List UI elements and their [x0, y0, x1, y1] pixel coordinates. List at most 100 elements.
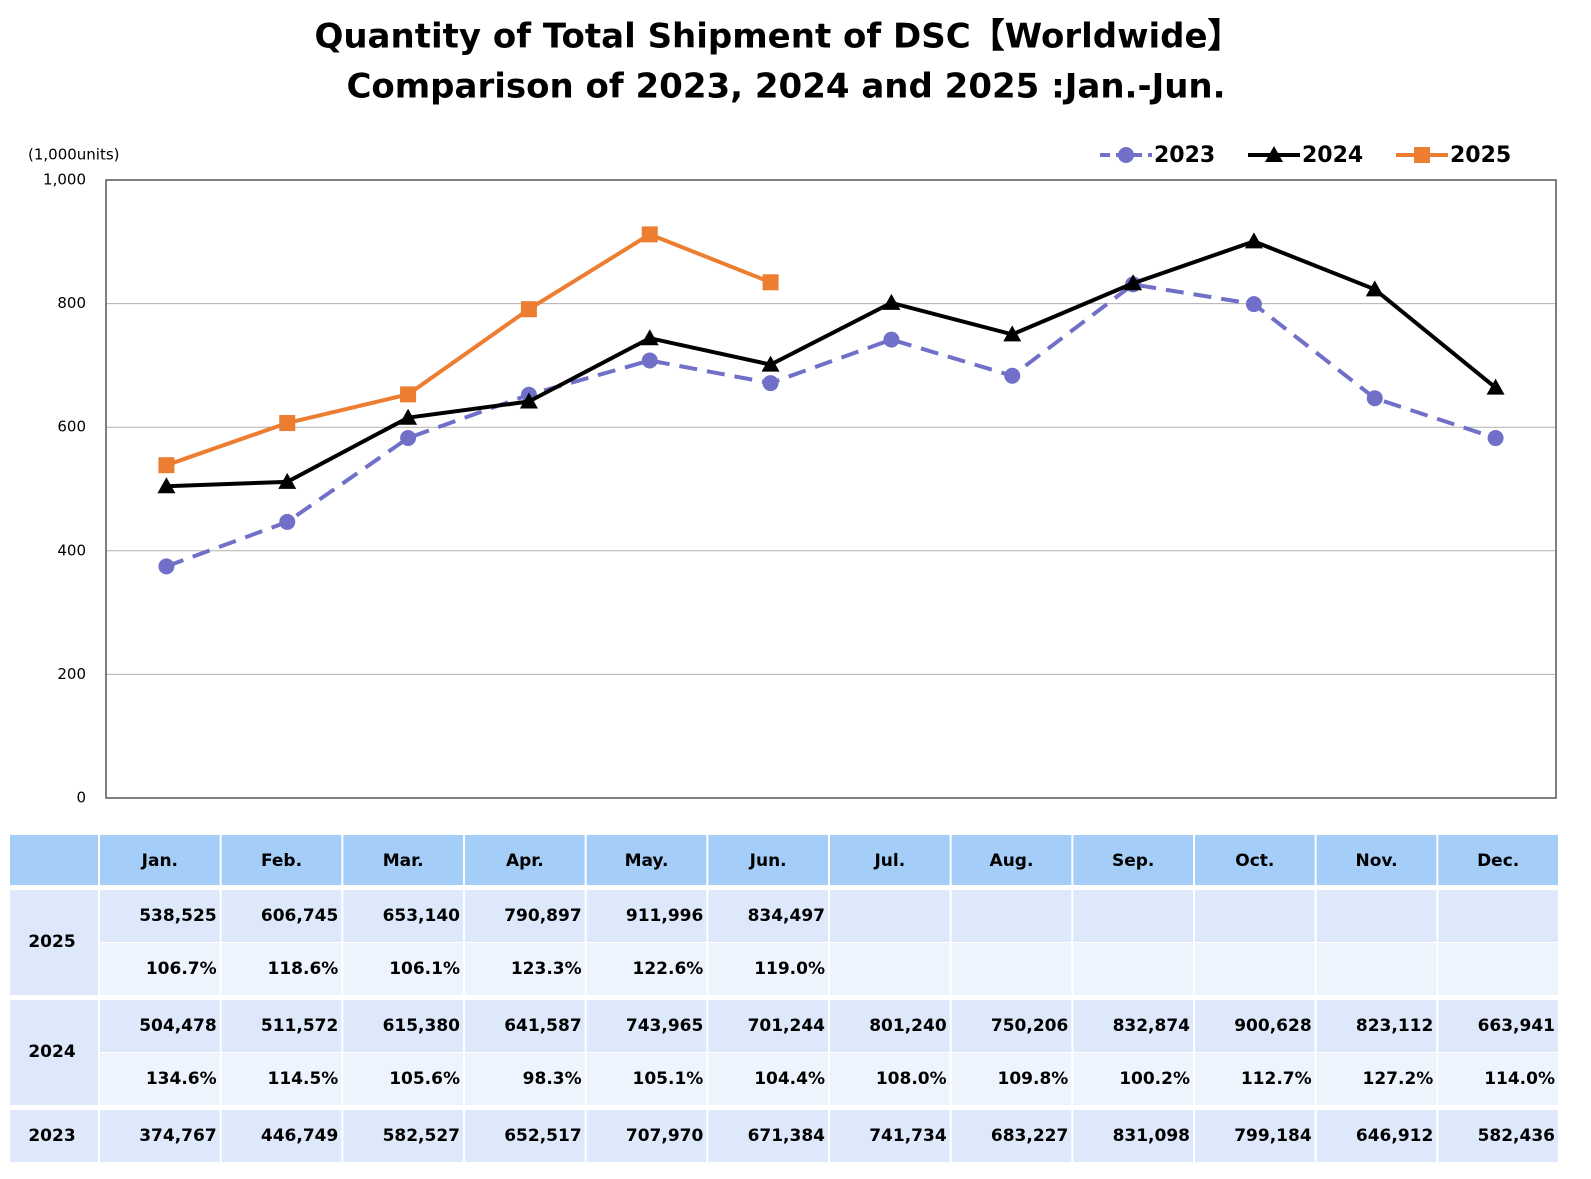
table-cell-text: 122.6% [633, 959, 704, 979]
table-cell [951, 1053, 1072, 1105]
marker [1487, 430, 1504, 447]
marker [1118, 147, 1134, 163]
table-cell-text: 743,965 [626, 1016, 703, 1036]
marker [1003, 325, 1022, 342]
table-cell [221, 943, 342, 995]
table-header-text: Sep. [1112, 851, 1154, 871]
table-cell-text: 105.1% [633, 1069, 704, 1089]
table-cell [1073, 890, 1193, 942]
table-cell [951, 943, 1072, 995]
y-tick-label: 0 [76, 789, 86, 807]
table-cell [221, 1053, 342, 1105]
table-row-label: 2024 [28, 1042, 75, 1062]
legend-label: 2023 [1154, 143, 1215, 168]
legend-label: 2024 [1302, 143, 1363, 168]
table-cell [343, 1000, 463, 1052]
table-header-cell [586, 835, 707, 885]
table-cell [1195, 1110, 1315, 1162]
table-cell-text: 504,478 [139, 1016, 216, 1036]
table-header-text: Nov. [1355, 851, 1397, 871]
table-cell [830, 1110, 950, 1162]
table-cell-text: 799,184 [1234, 1126, 1312, 1146]
marker [1124, 274, 1143, 291]
table-cell-text: 374,767 [139, 1126, 216, 1146]
table-cell [100, 1110, 220, 1162]
marker [1004, 367, 1021, 384]
table-cell [830, 890, 950, 942]
table-cell-text: 119.0% [754, 959, 825, 979]
marker [640, 329, 659, 346]
table-cell [586, 890, 707, 942]
table-cell [1073, 1110, 1193, 1162]
table-cell-text: 900,628 [1234, 1016, 1311, 1036]
marker [158, 457, 175, 474]
table-cell-text: 683,227 [991, 1126, 1068, 1146]
table-cell-text: 112.7% [1241, 1069, 1312, 1089]
table-cell-text: 106.1% [389, 959, 460, 979]
series-line [166, 239, 1497, 489]
table-cell [1073, 1000, 1193, 1052]
table-row-label: 2023 [28, 1126, 75, 1146]
marker [762, 274, 779, 291]
table-header-cell [1316, 835, 1437, 885]
table-header-text: Feb. [261, 851, 302, 871]
table-cell [343, 1053, 463, 1105]
chart-subtitle: Comparison of 2023, 2024 and 2025 :Jan.-… [346, 67, 1225, 107]
marker [279, 415, 296, 432]
marker [279, 513, 296, 530]
table-cell [100, 1000, 220, 1052]
table-cell [343, 1110, 463, 1162]
table-cell [708, 1000, 828, 1052]
marker [1414, 147, 1430, 163]
table-cell-text: 652,517 [504, 1126, 581, 1146]
table-cell-text: 606,745 [261, 906, 338, 926]
table-cell-text: 641,587 [504, 1016, 581, 1036]
table-cell [708, 890, 828, 942]
table-cell-text: 823,112 [1356, 1016, 1433, 1036]
table-cell [1073, 943, 1193, 995]
table-cell-text: 123.3% [511, 959, 582, 979]
table-cell-text: 653,140 [383, 906, 461, 926]
marker [641, 226, 658, 243]
table-cell-text: 646,912 [1356, 1126, 1433, 1146]
table-cell-text: 127.2% [1363, 1069, 1434, 1089]
table-cell [586, 1110, 707, 1162]
table-cell [1195, 890, 1315, 942]
table-cell [951, 1110, 1072, 1162]
plot-frame [105, 179, 1557, 799]
table-cell [1195, 1000, 1315, 1052]
table-row-label: 2025 [28, 932, 75, 952]
marker [761, 355, 780, 372]
table-cell-text: 831,098 [1113, 1126, 1190, 1146]
marker [400, 429, 417, 446]
marker [882, 293, 901, 310]
table-cell [1438, 890, 1558, 942]
table-cell [708, 1053, 828, 1105]
table-cell [708, 1110, 828, 1162]
table-cell-text: 832,874 [1113, 1016, 1191, 1036]
marker [278, 472, 297, 489]
table-cell [221, 1000, 342, 1052]
table-cell-text: 663,941 [1478, 1016, 1555, 1036]
table-cell [1438, 943, 1558, 995]
table-cell-text: 790,897 [504, 906, 581, 926]
table-cell [708, 943, 828, 995]
marker [1366, 390, 1383, 407]
table-cell [1195, 943, 1315, 995]
table-row-header [10, 890, 98, 995]
table-cell-text: 446,749 [261, 1126, 338, 1146]
table-cell [586, 1000, 707, 1052]
table-cell [1316, 1053, 1437, 1105]
table-cell-text: 108.0% [876, 1069, 947, 1089]
table-cell [951, 1000, 1072, 1052]
table-header-cell [221, 835, 342, 885]
table-cell-text: 118.6% [268, 959, 339, 979]
table-cell [100, 890, 220, 942]
table-header-cell [951, 835, 1072, 885]
table-header-text: Jul. [873, 851, 905, 871]
table-cell [100, 1053, 220, 1105]
series-line [165, 232, 772, 468]
table-cell [1438, 1110, 1558, 1162]
marker [1245, 296, 1262, 313]
marker [641, 352, 658, 369]
